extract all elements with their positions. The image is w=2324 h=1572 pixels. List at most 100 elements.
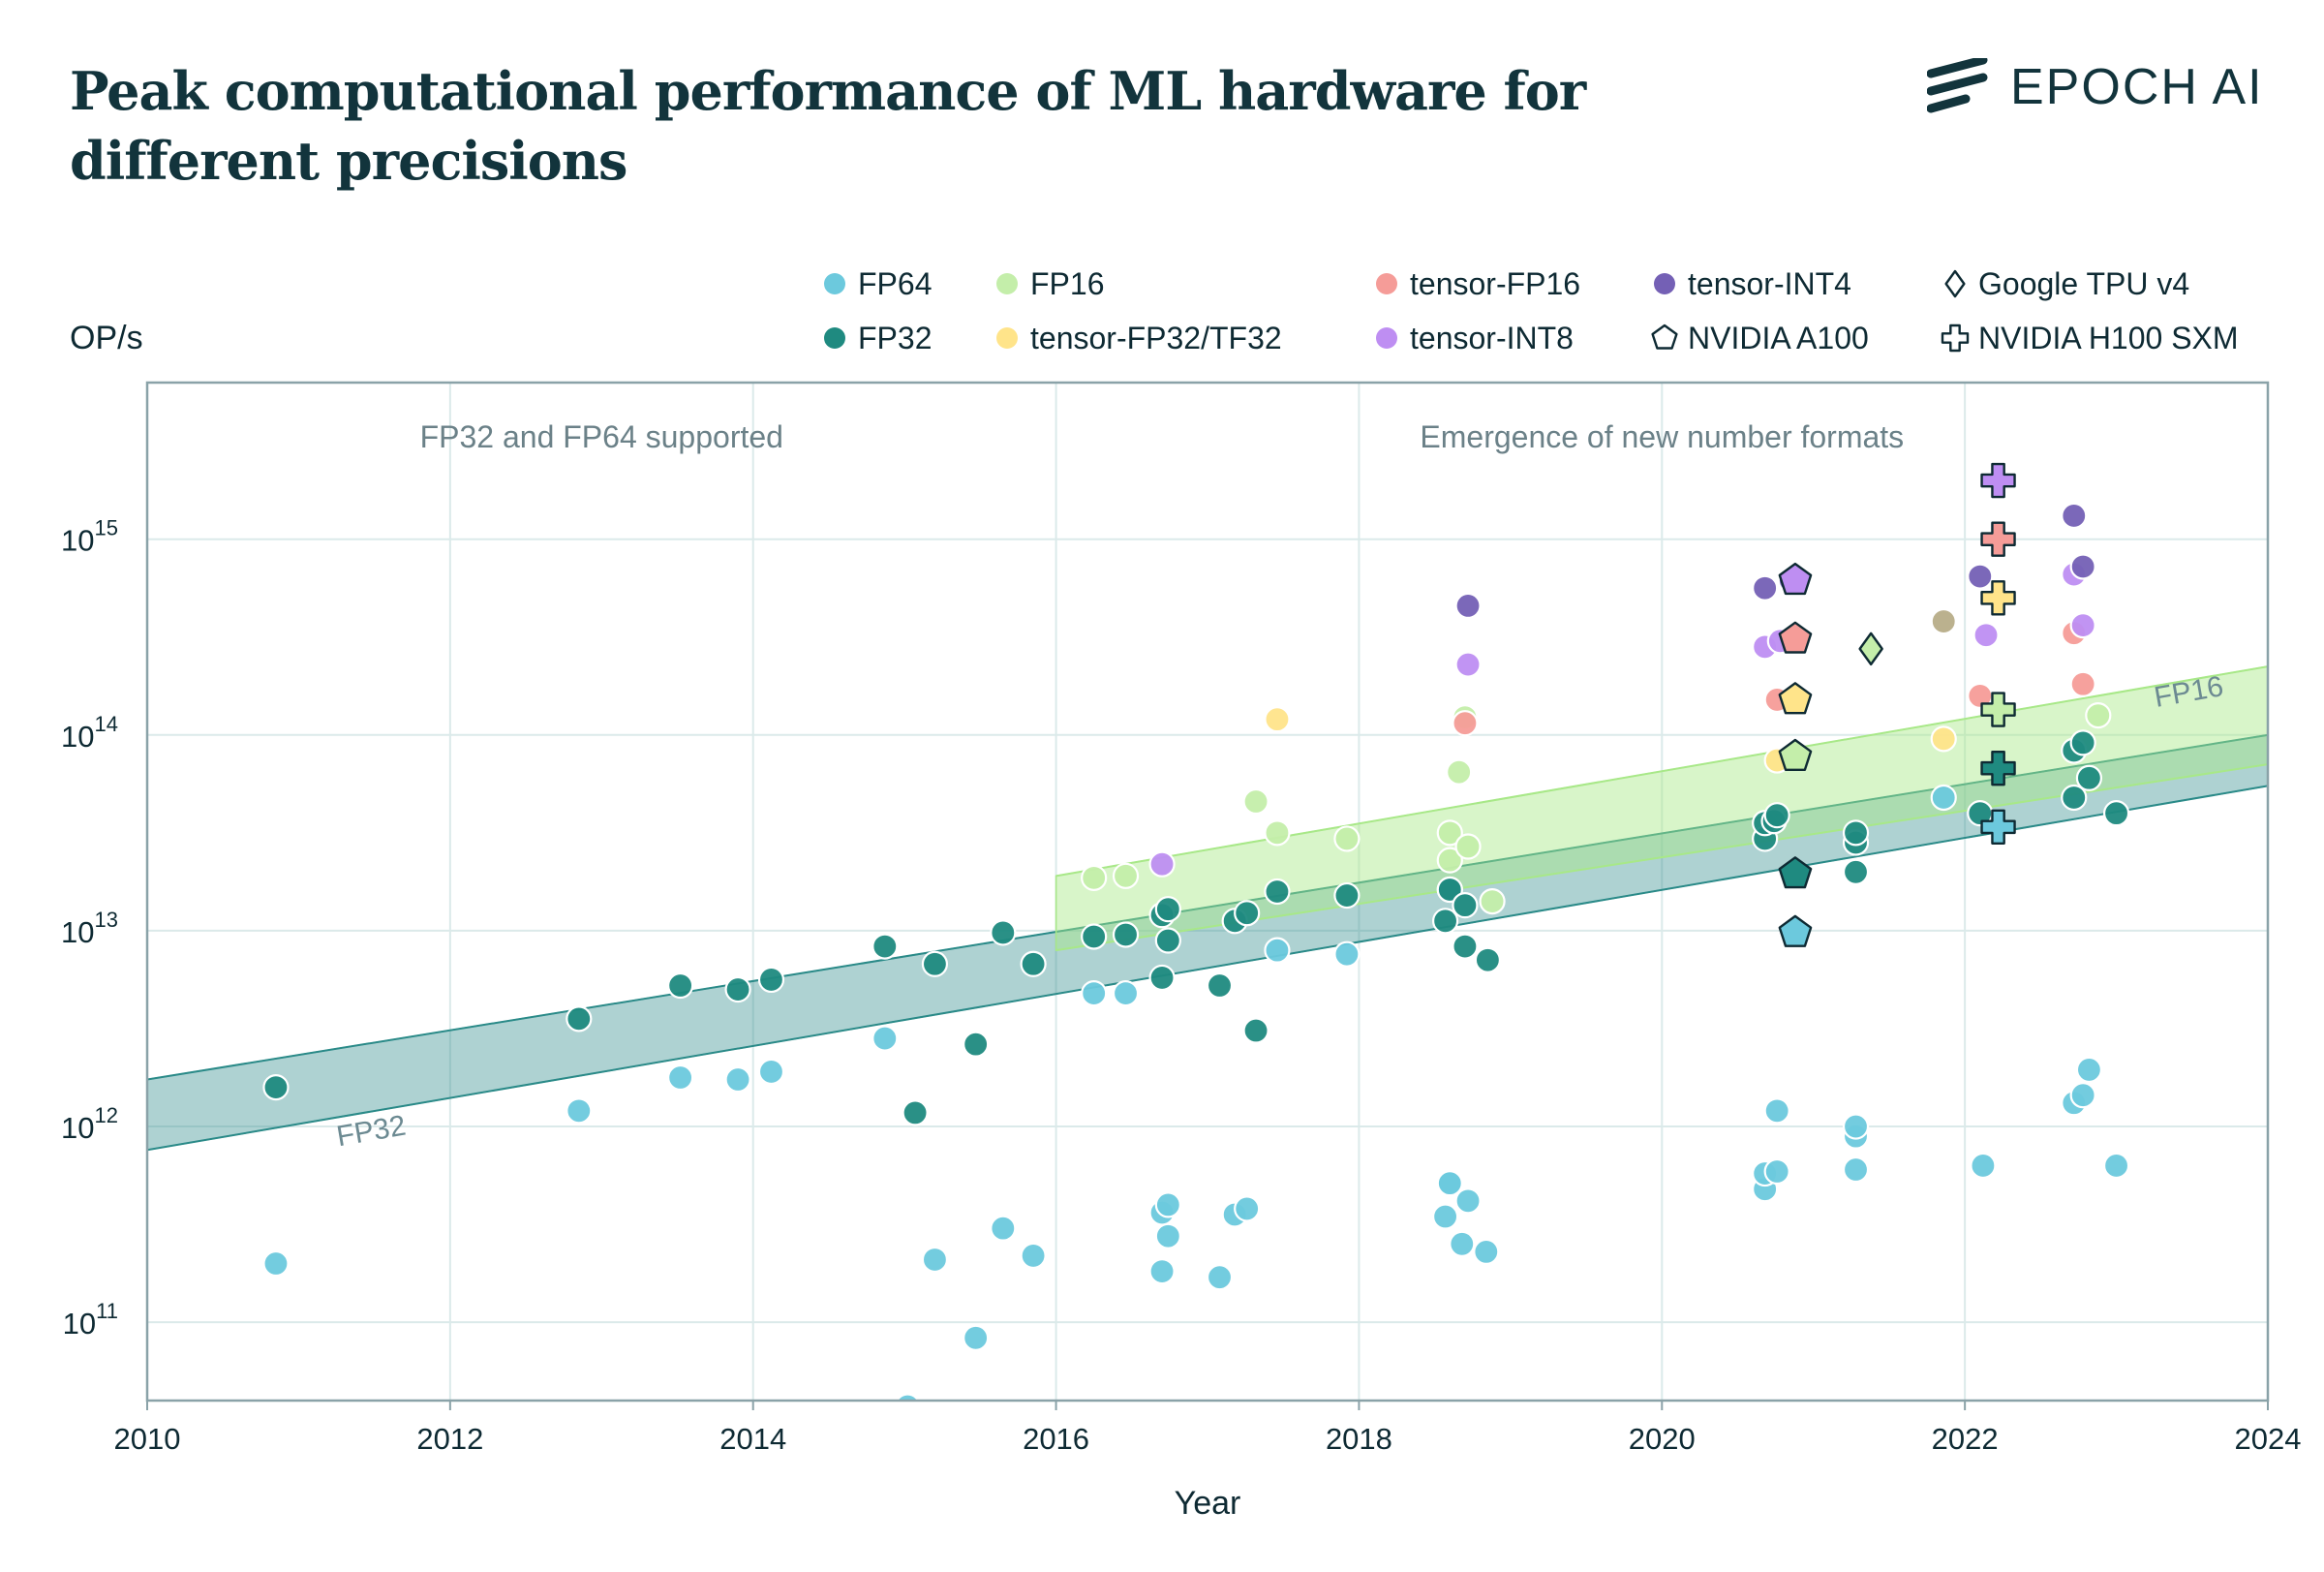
- grid-lines: [147, 383, 2268, 1401]
- logo-text: EPOCH AI: [2010, 59, 2264, 115]
- legend: FP64 FP32 FP16 tensor-FP32/TF32 tensor-FP16 t…: [824, 266, 2239, 355]
- point-fp64-1: [566, 1097, 593, 1125]
- point-tensor-fp16-4: [2069, 670, 2096, 697]
- legend-marker-fp16: [996, 273, 1018, 294]
- point-tensor-int4-5: [2069, 553, 2096, 580]
- point-fp64-33: [1842, 1113, 1870, 1140]
- legend-item-nvidia-a100: NVIDIA A100: [1651, 321, 1869, 355]
- point-fp32-39: [2069, 729, 2096, 756]
- point-fp64-26: [1454, 1187, 1482, 1215]
- system-google-tpu-v4: [1858, 632, 1883, 666]
- point-fp64-22: [1431, 1203, 1459, 1230]
- point-fp32-16: [1154, 927, 1181, 954]
- point-fp64-3: [724, 1065, 751, 1094]
- epoch-ai-logo: EPOCH AI: [1927, 56, 2264, 118]
- point-fp64-27: [1473, 1238, 1500, 1265]
- point-fp64-30: [1763, 1097, 1790, 1125]
- point-fp64-11: [1081, 979, 1108, 1007]
- marker-nvidia-a100-0: [1778, 562, 1813, 596]
- x-axis: 2010 2012 2014 2016 2018 2020 2022 2024: [114, 1401, 2302, 1456]
- point-fp32-3: [724, 975, 751, 1003]
- y-tick-label-15: 1015: [61, 516, 118, 558]
- point-tensor-int8-6: [2069, 612, 2096, 639]
- x-tick-label-2020: 2020: [1629, 1422, 1696, 1456]
- legend-marker-nvidia-a100: [1651, 324, 1678, 350]
- point-tensor-int4-1: [1752, 574, 1779, 601]
- point-fp64-8: [963, 1324, 990, 1351]
- legend-label-fp32: FP32: [858, 321, 932, 355]
- legend-item-fp64: FP64: [824, 266, 932, 301]
- point-fp32-41: [2102, 800, 2130, 827]
- point-fp16-10: [1479, 888, 1506, 915]
- point-fp32-40: [2075, 764, 2103, 791]
- point-fp64-35: [1930, 784, 1957, 812]
- point-tensor-int8-4: [1972, 622, 2000, 649]
- point-fp64-2: [667, 1063, 694, 1092]
- point-fp32-17: [1206, 971, 1234, 1000]
- point-fp32-11: [1081, 923, 1108, 950]
- marker-nvidia-h100-sxm-0: [1980, 462, 2016, 499]
- x-axis-label: Year: [1175, 1485, 1241, 1522]
- series-fp32: [262, 729, 2130, 1126]
- point-fp16-1: [1112, 862, 1140, 889]
- point-fp32-28: [1474, 946, 1501, 973]
- plot-frame: [145, 381, 2270, 1402]
- x-tick-label-2024: 2024: [2235, 1422, 2302, 1456]
- point-fp16-4: [1333, 825, 1361, 852]
- point-tensor-int4-0: [1454, 592, 1482, 620]
- point-fp16-5: [1436, 847, 1463, 874]
- y-tick-exponent: 12: [95, 1103, 118, 1127]
- point-fp64-10: [1020, 1242, 1047, 1270]
- y-tick-exponent: 15: [95, 516, 118, 540]
- band-edge-lower-fp32: [147, 785, 2268, 1152]
- y-tick-base: 10: [61, 524, 94, 558]
- y-tick-exponent: 13: [95, 908, 118, 932]
- legend-item-tensor-int8: tensor-INT8: [1376, 321, 1574, 355]
- point-tensor-int8-0: [1148, 850, 1176, 878]
- point-fp16-7: [1446, 758, 1473, 786]
- point-fp32-0: [262, 1074, 290, 1101]
- point-fp32-37: [2061, 784, 2088, 812]
- point-fp64-34: [1842, 1156, 1870, 1184]
- point-fp32-26: [1452, 892, 1479, 919]
- x-tick-label-2018: 2018: [1326, 1422, 1392, 1456]
- point-mixed-precision-0: [1930, 607, 1957, 635]
- point-fp32-20: [1242, 1017, 1269, 1044]
- legend-item-fp32: FP32: [824, 321, 932, 355]
- highlighted-systems: [1778, 462, 2016, 947]
- point-fp32-2: [667, 971, 694, 1000]
- legend-label-google-tpu-v4: Google TPU v4: [1978, 266, 2189, 301]
- point-fp64-12: [1112, 979, 1140, 1007]
- marker-nvidia-a100-1: [1778, 621, 1813, 654]
- y-tick-label-14: 1014: [61, 712, 118, 754]
- point-fp32-7: [921, 950, 949, 977]
- marker-nvidia-a100-5: [1778, 914, 1813, 947]
- point-fp64-36: [1970, 1152, 1997, 1180]
- point-fp64-40: [2102, 1152, 2130, 1180]
- point-fp32-15: [1154, 896, 1181, 923]
- point-fp32-10: [1020, 950, 1047, 977]
- legend-label-fp16: FP16: [1030, 266, 1104, 301]
- legend-marker-fp32: [824, 327, 845, 349]
- point-fp64-38: [2069, 1082, 2096, 1109]
- point-fp32-6: [902, 1099, 929, 1126]
- point-fp32-35: [1842, 858, 1870, 885]
- band-edge-upper-fp16: [1055, 665, 2268, 878]
- band-edge-upper-fp32: [147, 733, 2268, 1081]
- legend-label-nvidia-h100-sxm: NVIDIA H100 SXM: [1978, 321, 2239, 355]
- point-fp64-0: [262, 1249, 290, 1278]
- x-tick-label-2014: 2014: [719, 1422, 786, 1456]
- point-fp64-13: [1148, 1258, 1176, 1285]
- point-fp32-32: [1763, 802, 1790, 829]
- chart-title: Peak computational performance of ML har…: [70, 60, 1586, 192]
- legend-marker-google-tpu-v4: [1944, 269, 1966, 298]
- legend-item-tensor-fp32-tf32: tensor-FP32/TF32: [996, 321, 1282, 355]
- legend-marker-tensor-fp16: [1376, 273, 1397, 294]
- trend-bands: [147, 665, 2268, 1152]
- legend-label-tensor-fp16: tensor-FP16: [1410, 266, 1580, 301]
- marker-nvidia-a100-3: [1778, 738, 1813, 771]
- point-fp64-7: [921, 1246, 949, 1274]
- x-tick-label-2010: 2010: [114, 1422, 181, 1456]
- y-tick-label-13: 1013: [61, 908, 118, 949]
